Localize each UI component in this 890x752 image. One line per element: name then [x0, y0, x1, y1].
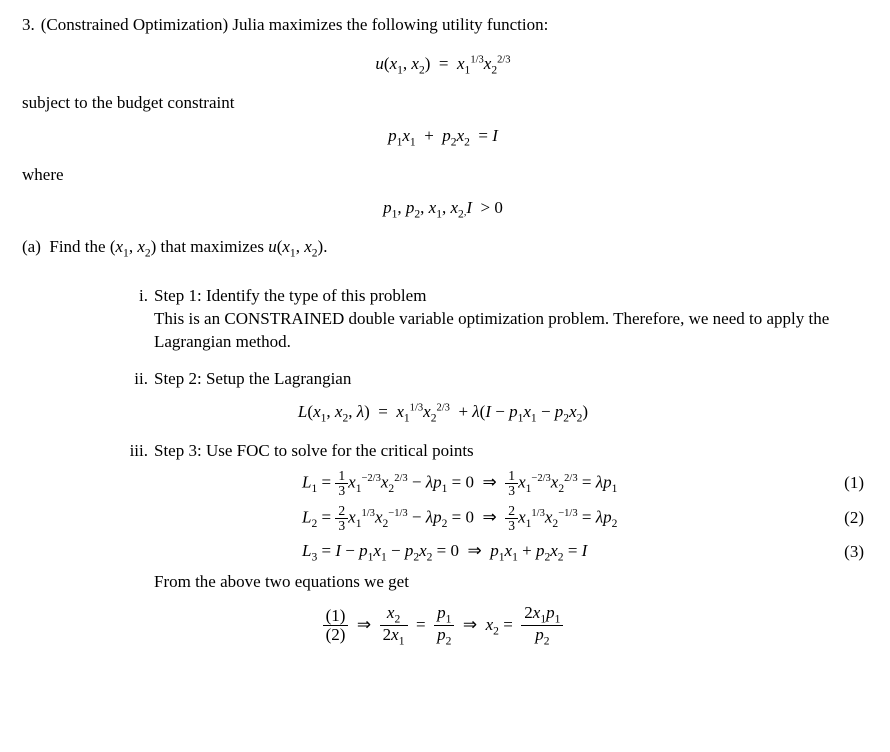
foc-eq-2: L2 = 23x11/3x2−1/3 − λp2 = 0 ⇒ 23x11/3x2…	[22, 504, 864, 534]
problem-header: 3. (Constrained Optimization) Julia maxi…	[22, 14, 864, 37]
foc-eq-3: L3 = I − p1x1 − p2x2 = 0 ⇒ p1x1 + p2x2 =…	[22, 540, 864, 565]
budget-constraint-intro: subject to the budget constraint	[22, 92, 864, 115]
eq-num-2: (2)	[824, 507, 864, 530]
step-1: i. Step 1: Identify the type of this pro…	[126, 285, 864, 354]
step-3-num: iii.	[126, 440, 148, 463]
step-3: iii. Step 3: Use FOC to solve for the cr…	[126, 440, 864, 463]
step-2-title: Step 2: Setup the Lagrangian	[154, 368, 351, 391]
from-equations-text: From the above two equations we get	[154, 571, 864, 594]
step-1-body: This is an CONSTRAINED double variable o…	[154, 308, 864, 354]
step-2: ii. Step 2: Setup the Lagrangian	[126, 368, 864, 391]
step-3-title: Step 3: Use FOC to solve for the critica…	[154, 440, 474, 463]
lagrangian-eq: L(x1, x2, λ) = x11/3x22/3 + λ(I − p1x1 −…	[22, 401, 864, 426]
part-a: (a) Find the (x1, x2) that maximizes u(x…	[22, 236, 864, 261]
foc-eq-1: L1 = 13x1−2/3x22/3 − λp1 = 0 ⇒ 13x1−2/3x…	[22, 469, 864, 499]
problem-number: 3.	[22, 14, 35, 37]
step-1-num: i.	[126, 285, 148, 308]
eq-num-1: (1)	[824, 472, 864, 495]
part-a-label: (a)	[22, 237, 41, 256]
step-2-num: ii.	[126, 368, 148, 391]
positivity-eq: p1, p2, x1, x2,I > 0	[22, 197, 864, 222]
ratio-eq: (1)(2) ⇒ x22x1 = p1p2 ⇒ x2 = 2x1p1p2	[22, 604, 864, 648]
budget-constraint-eq: p1x1 + p2x2 = I	[22, 125, 864, 150]
eq-num-3: (3)	[824, 541, 864, 564]
problem-title: (Constrained Optimization) Julia maximiz…	[41, 14, 549, 37]
where-label: where	[22, 164, 864, 187]
utility-function-eq: u(x1, x2) = x11/3x22/3	[22, 47, 864, 78]
step-1-title: Step 1: Identify the type of this proble…	[154, 285, 426, 308]
foc-equations: L1 = 13x1−2/3x22/3 − λp1 = 0 ⇒ 13x1−2/3x…	[22, 469, 864, 565]
